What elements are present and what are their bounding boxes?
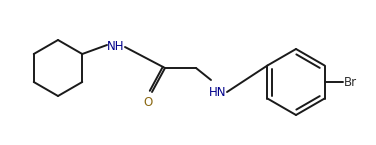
Text: HN: HN [209, 87, 227, 99]
Text: Br: Br [344, 76, 357, 88]
Text: NH: NH [107, 39, 125, 52]
Text: O: O [143, 97, 153, 109]
